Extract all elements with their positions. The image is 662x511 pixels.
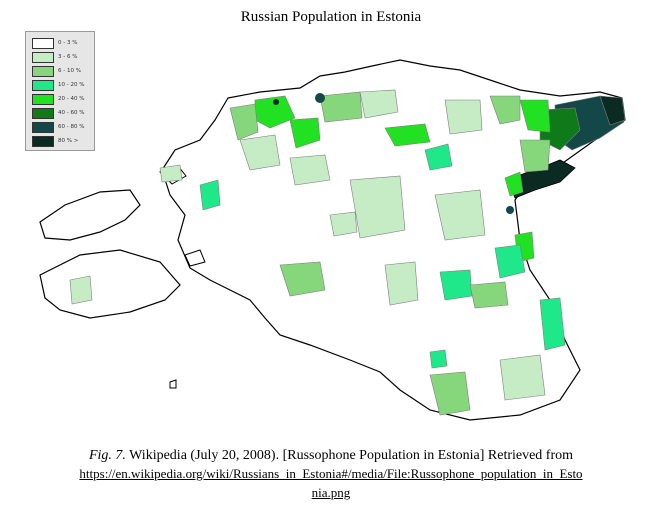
legend-label: 40 - 60 %: [58, 110, 85, 116]
region-kohtla: [539, 107, 581, 151]
legend-item: 40 - 60 %: [32, 107, 84, 119]
source-link-continued[interactable]: nia.png: [311, 485, 351, 500]
region-mustvee: [504, 171, 524, 197]
region-jogeva: [434, 189, 486, 241]
legend-label: 80 % >: [58, 138, 79, 144]
map-title: Russian Population in Estonia: [240, 9, 422, 25]
legend-item: 3 - 6 %: [32, 51, 77, 63]
figure-caption: Fig. 7. Wikipedia (July 20, 2008). [Russ…: [0, 447, 662, 503]
region-vaivara: [519, 139, 551, 173]
region-harju-a: [229, 103, 259, 141]
legend-swatch: [32, 107, 54, 119]
dark-spot-b: [273, 99, 279, 105]
legend-item: 20 - 40 %: [32, 93, 84, 105]
region-harju-c: [239, 134, 281, 171]
caption-text: Wikipedia (July 20, 2008). [Russophone P…: [125, 448, 574, 463]
dark-spots: [273, 93, 514, 214]
region-lv-mid: [384, 123, 431, 147]
dark-spot-a: [315, 93, 325, 103]
legend-swatch: [32, 37, 54, 49]
region-keila: [199, 179, 221, 211]
legend-item: 60 - 80 %: [32, 121, 84, 133]
source-link[interactable]: https://en.wikipedia.org/wiki/Russians_i…: [79, 466, 583, 481]
estonia-map: [39, 59, 626, 421]
caption-line: Fig. 7. Wikipedia (July 20, 2008). [Russ…: [0, 447, 662, 465]
lake-peipus-shore: [507, 159, 576, 199]
legend-label: 6 - 10 %: [58, 68, 81, 74]
legend-item: 80 % >: [32, 135, 78, 147]
figure-label: Fig. 7.: [88, 448, 126, 463]
region-tartu-a: [494, 244, 526, 279]
region-viljandi: [384, 261, 419, 306]
legend-swatch: [32, 65, 54, 77]
legend-label: 3 - 6 %: [58, 54, 78, 60]
region-lv-north: [489, 95, 521, 125]
map-legend: 0 - 3 % 3 - 6 % 6 - 10 % 10 - 20 % 20 - …: [25, 31, 95, 151]
region-valga: [429, 371, 471, 416]
region-rakvere: [444, 99, 483, 135]
region-kose: [289, 154, 331, 186]
legend-swatch: [32, 79, 54, 91]
region-paide: [329, 211, 358, 237]
legend-item: 10 - 20 %: [32, 79, 84, 91]
region-tartu-c: [469, 281, 509, 309]
region-parnu: [279, 261, 326, 297]
region-fills: [69, 89, 626, 416]
muhu-island: [184, 249, 206, 267]
region-tartu-b: [439, 269, 473, 301]
region-saaremaa-a: [69, 275, 93, 305]
legend-label: 0 - 3 %: [58, 40, 78, 46]
region-laane-a: [159, 164, 183, 183]
region-jarva: [349, 175, 406, 239]
hiiumaa-island: [39, 189, 141, 241]
dark-spot-c: [506, 206, 514, 214]
region-polva: [539, 297, 566, 351]
region-tapa: [424, 143, 453, 171]
legend-label: 10 - 20 %: [58, 82, 85, 88]
region-harju-b: [319, 91, 363, 123]
legend-label: 20 - 40 %: [58, 96, 85, 102]
legend-swatch: [32, 51, 54, 63]
legend-swatch: [32, 135, 54, 147]
region-kuusalu: [359, 89, 399, 119]
legend-label: 60 - 80 %: [58, 124, 85, 130]
legend-item: 0 - 3 %: [32, 37, 77, 49]
region-otepaa: [429, 349, 448, 369]
region-narva: [599, 95, 626, 126]
region-maardu: [289, 117, 321, 149]
legend-swatch: [32, 121, 54, 133]
region-voru: [499, 354, 546, 401]
region-johvi: [519, 99, 551, 133]
saaremaa-island: [39, 249, 181, 319]
ruhnu-island: [169, 379, 177, 389]
legend-item: 6 - 10 %: [32, 65, 81, 77]
legend-swatch: [32, 93, 54, 105]
